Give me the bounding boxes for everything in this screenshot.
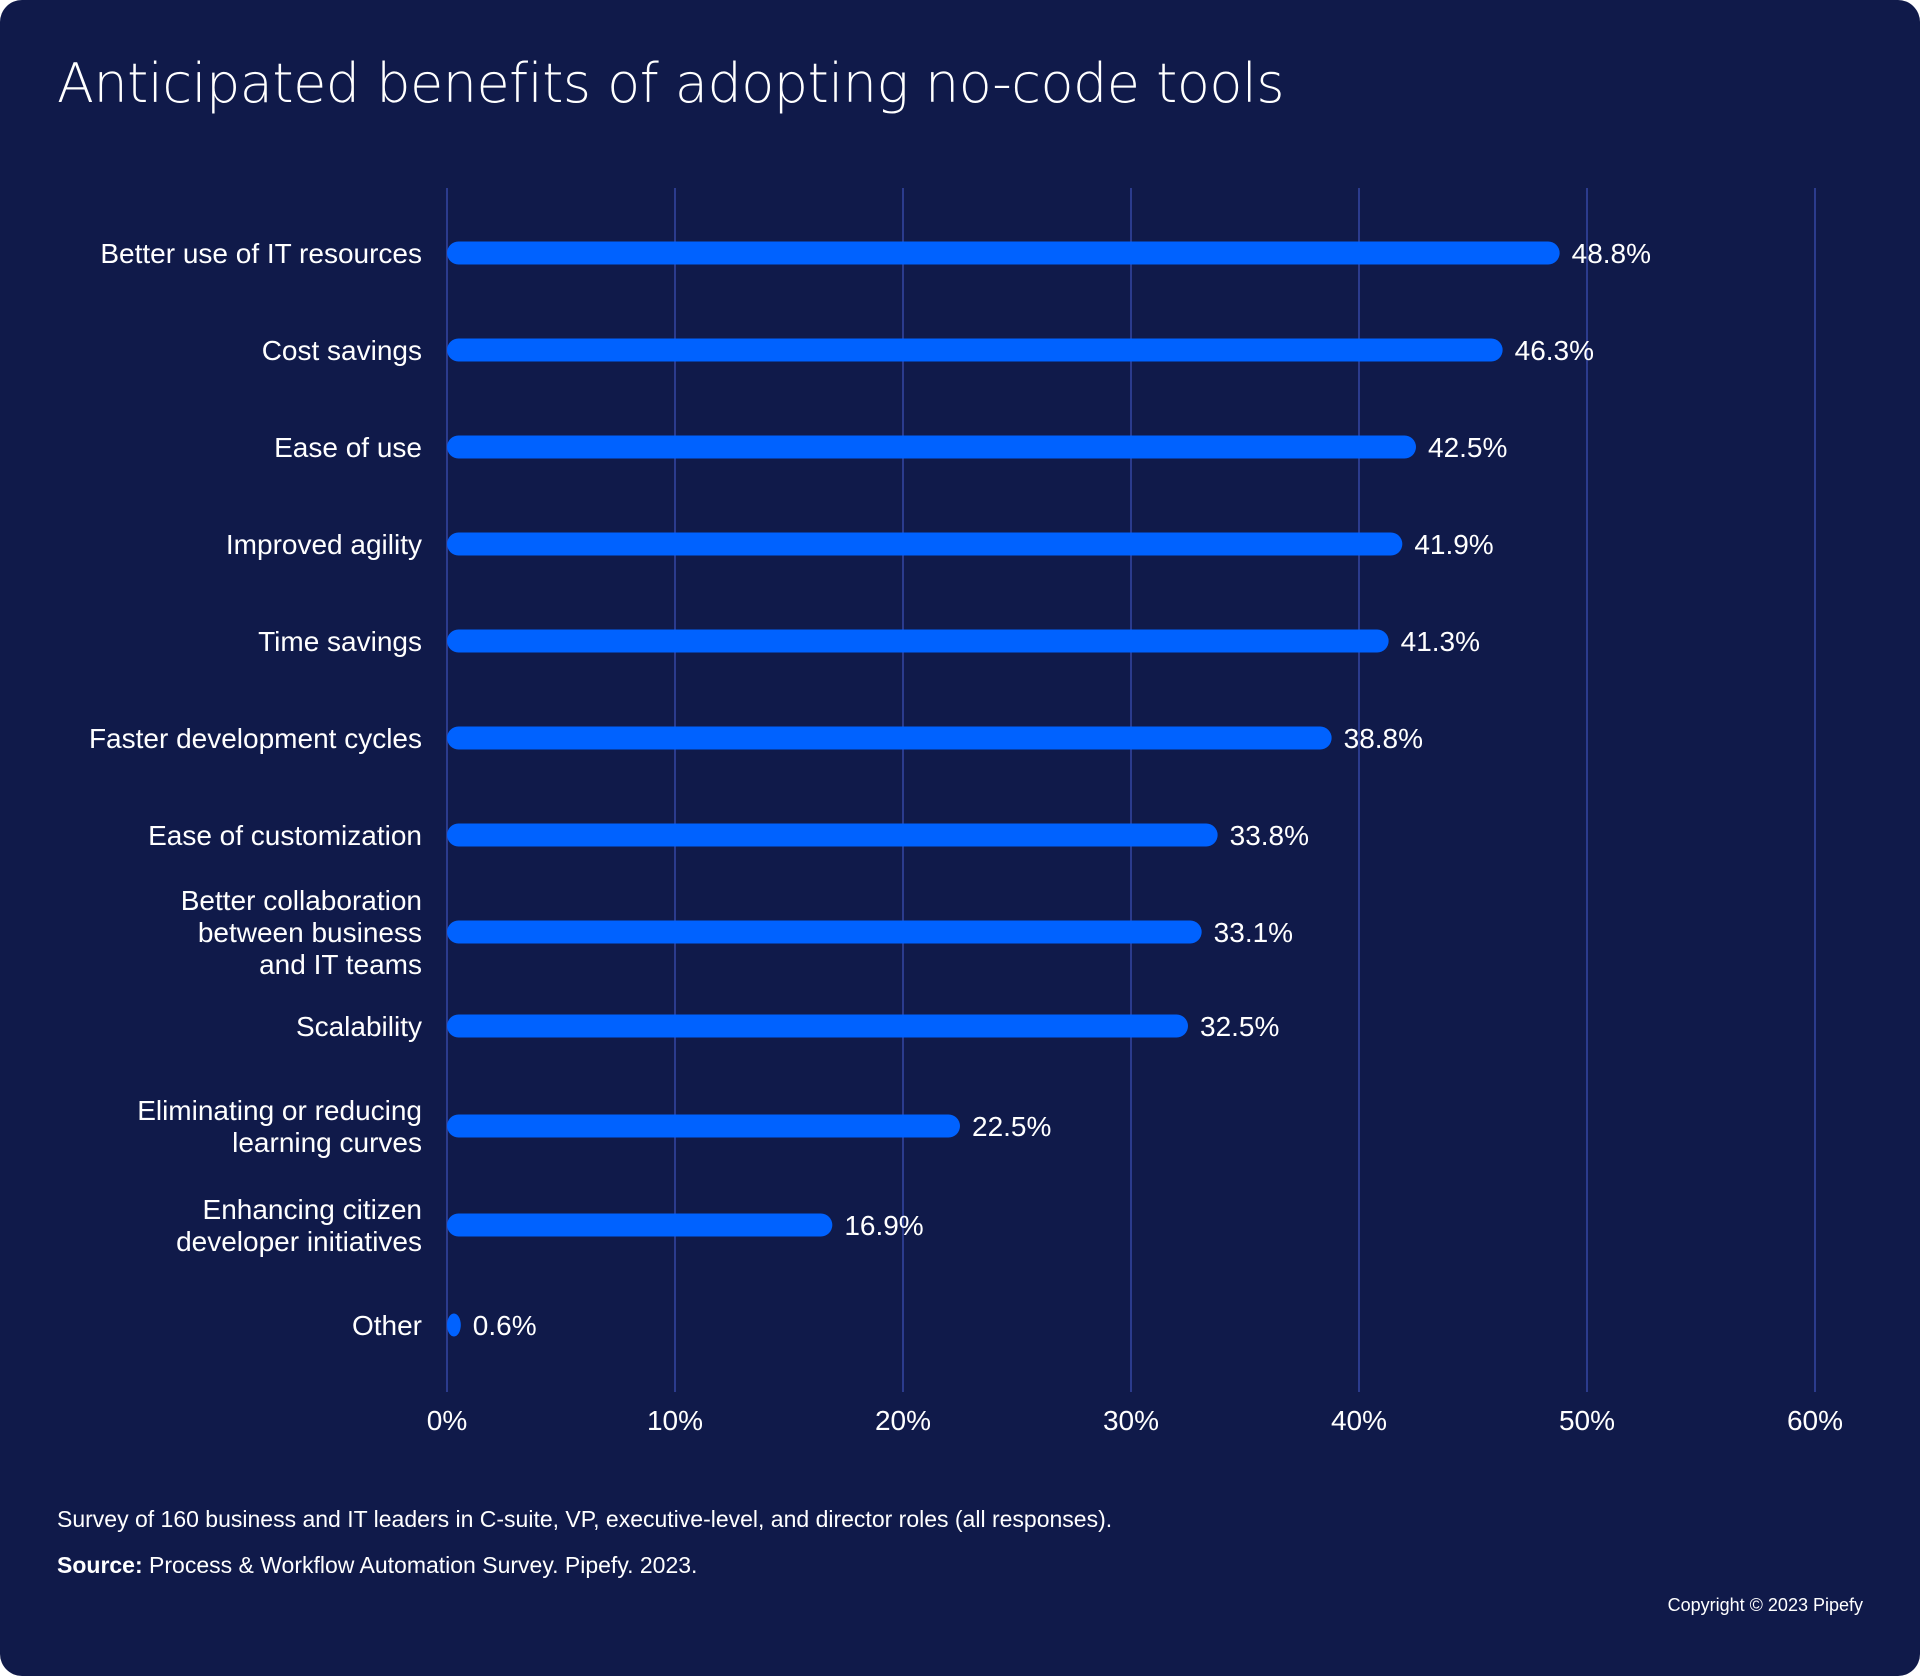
copyright: Copyright © 2023 Pipefy (1667, 1595, 1863, 1615)
category-label-line: Better use of IT resources (100, 238, 422, 269)
value-label: 41.9% (1414, 529, 1493, 560)
category-label-line: Faster development cycles (89, 723, 422, 754)
category-label-line: Ease of customization (148, 820, 422, 851)
value-label: 42.5% (1428, 432, 1507, 463)
bar (447, 1014, 1188, 1038)
category-label: Better use of IT resources (100, 238, 422, 269)
category-label-line: Improved agility (226, 529, 422, 560)
category-label-line: Enhancing citizen (203, 1194, 422, 1225)
category-label-line: developer initiatives (176, 1226, 422, 1257)
category-label: Cost savings (262, 335, 422, 366)
bar (447, 338, 1503, 362)
category-label: Scalability (296, 1011, 422, 1042)
x-tick-label: 40% (1331, 1405, 1387, 1436)
bar (447, 726, 1332, 750)
category-label-line: and IT teams (259, 949, 422, 980)
category-label: Faster development cycles (89, 723, 422, 754)
category-label-line: Eliminating or reducing (137, 1095, 422, 1126)
bar (447, 629, 1389, 653)
category-label-line: Time savings (258, 626, 422, 657)
category-label: Other (352, 1310, 422, 1341)
category-label-line: between business (198, 917, 422, 948)
bar (447, 435, 1416, 459)
value-label: 16.9% (844, 1210, 923, 1241)
value-label: 33.1% (1214, 917, 1293, 948)
category-label-line: Other (352, 1310, 422, 1341)
bar (447, 532, 1403, 556)
category-label-line: Scalability (296, 1011, 422, 1042)
source-text: Process & Workflow Automation Survey. Pi… (142, 1552, 698, 1578)
bar (447, 823, 1218, 847)
category-label: Improved agility (226, 529, 422, 560)
value-label: 0.6% (473, 1310, 537, 1341)
value-label: 33.8% (1230, 820, 1309, 851)
bar (447, 1313, 461, 1337)
x-tick-label: 30% (1103, 1405, 1159, 1436)
source-line: Source: Process & Workflow Automation Su… (57, 1552, 697, 1579)
category-label: Ease of use (274, 432, 422, 463)
category-label: Enhancing citizen developer initiatives (176, 1194, 422, 1257)
x-tick-label: 50% (1559, 1405, 1615, 1436)
chart-title: Anticipated benefits of adopting no-code… (57, 52, 1285, 115)
value-label: 38.8% (1344, 723, 1423, 754)
category-label: Better collaboration between business and … (181, 885, 422, 980)
bar (447, 241, 1560, 265)
category-label-line: Better collaboration (181, 885, 422, 916)
value-label: 22.5% (972, 1111, 1051, 1142)
bar (447, 1114, 960, 1138)
category-label: Ease of customization (148, 820, 422, 851)
category-label: Time savings (258, 626, 422, 657)
category-label-line: learning curves (232, 1127, 422, 1158)
value-label: 41.3% (1401, 626, 1480, 657)
x-tick-label: 20% (875, 1405, 931, 1436)
value-label: 48.8% (1572, 238, 1651, 269)
bar (447, 920, 1202, 944)
x-tick-label: 60% (1787, 1405, 1843, 1436)
x-tick-label: 0% (427, 1405, 467, 1436)
value-label: 46.3% (1515, 335, 1594, 366)
category-label: Eliminating or reducing learning curves (137, 1095, 422, 1158)
bar (447, 1213, 833, 1237)
category-label-line: Cost savings (262, 335, 422, 366)
category-label-line: Ease of use (274, 432, 422, 463)
value-label: 32.5% (1200, 1011, 1279, 1042)
source-label: Source: (57, 1552, 143, 1578)
survey-note: Survey of 160 business and IT leaders in… (57, 1506, 1113, 1532)
x-tick-label: 10% (647, 1405, 703, 1436)
